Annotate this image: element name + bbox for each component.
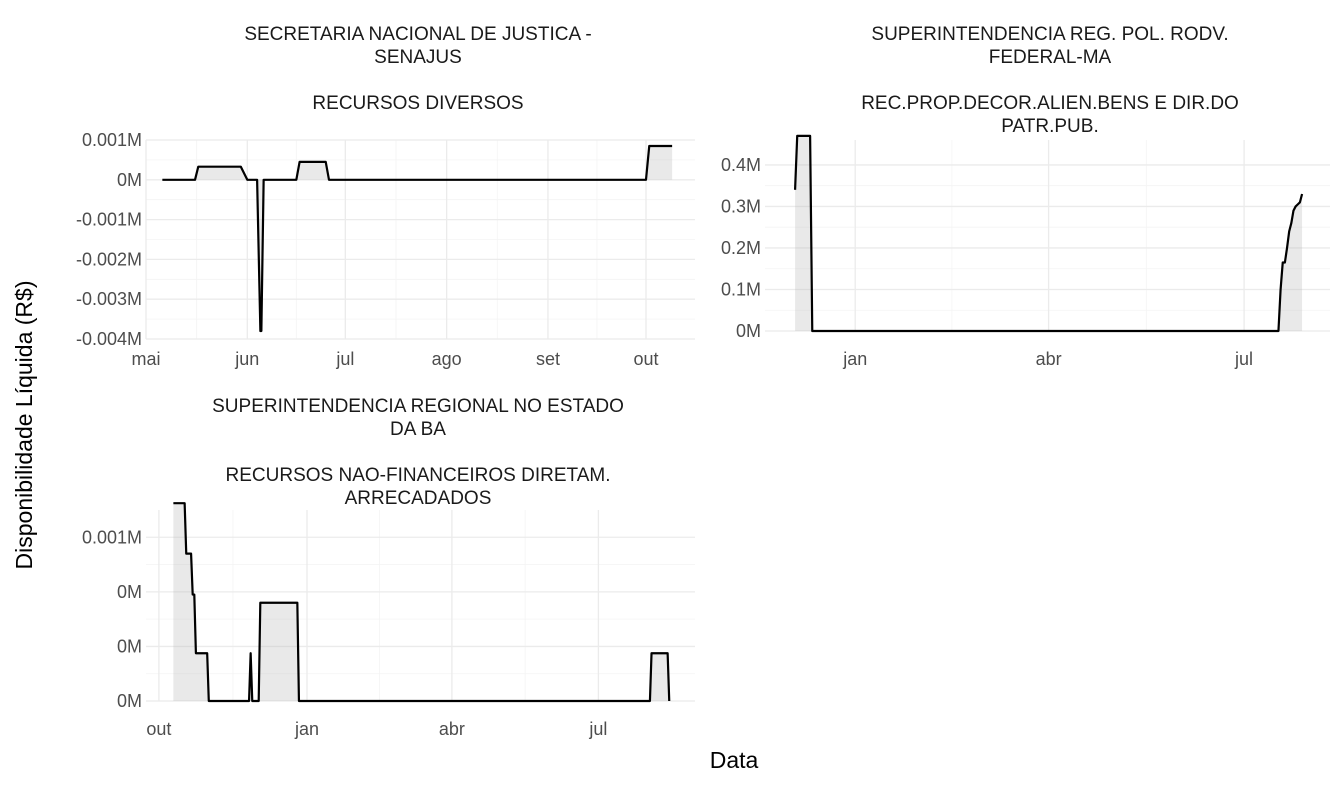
x-tick-label: out bbox=[633, 349, 658, 369]
x-axis-title: Data bbox=[710, 747, 759, 773]
y-tick-label: -0.001M bbox=[76, 210, 142, 230]
y-tick-label: 0M bbox=[117, 636, 142, 656]
x-tick-label: abr bbox=[439, 719, 465, 739]
x-tick-label: abr bbox=[1036, 349, 1062, 369]
y-tick-label: 0M bbox=[117, 691, 142, 711]
series-line bbox=[173, 502, 671, 703]
y-tick-label: 0.001M bbox=[82, 527, 142, 547]
y-tick-label: -0.004M bbox=[76, 329, 142, 349]
x-tick-label: set bbox=[536, 349, 560, 369]
x-tick-label: mai bbox=[131, 349, 160, 369]
y-tick-label: 0M bbox=[117, 170, 142, 190]
x-tick-label: jun bbox=[234, 349, 259, 369]
x-tick-label: jan bbox=[294, 719, 319, 739]
panel-title: SUPERINTENDENCIA REGIONAL NO ESTADO DA BA… bbox=[212, 396, 624, 509]
panel-1: mai jun jul ago set out 0.001M 0M -0.001M -0.002M… bbox=[76, 24, 695, 369]
x-tick-label: jul bbox=[335, 349, 354, 369]
y-tick-label: 0.3M bbox=[721, 196, 761, 216]
series-area bbox=[162, 145, 673, 332]
y-tick-label: -0.003M bbox=[76, 289, 142, 309]
x-tick-label: jul bbox=[588, 719, 607, 739]
panel-title: SECRETARIA NACIONAL DE JUSTICA -SENAJUS … bbox=[244, 24, 591, 114]
y-tick-label: 0M bbox=[117, 582, 142, 602]
panel-3: out jan abr jul 0M 0M 0M 0.001M SUPERINTENDENCIA… bbox=[82, 396, 695, 739]
panel-2: jan abr jul 0M 0.1M 0.2M 0.3M 0.4M SUPERINTENDEN… bbox=[721, 24, 1330, 369]
y-tick-label: 0.2M bbox=[721, 238, 761, 258]
y-axis-title: Disponibilidade Líquida (R$) bbox=[11, 281, 37, 570]
y-tick-label: -0.002M bbox=[76, 249, 142, 269]
y-tick-label: 0.4M bbox=[721, 155, 761, 175]
panel-title: SUPERINTENDENCIA REG. POL. RODV. FEDERAL-… bbox=[861, 24, 1239, 137]
y-tick-label: 0M bbox=[736, 321, 761, 341]
series-line bbox=[793, 134, 1304, 333]
x-tick-label: ago bbox=[432, 349, 462, 369]
series-line bbox=[162, 144, 673, 333]
x-tick-label: jul bbox=[1234, 349, 1253, 369]
x-tick-label: out bbox=[146, 719, 171, 739]
x-tick-label: jan bbox=[842, 349, 867, 369]
series-area bbox=[173, 503, 670, 701]
y-tick-label: 0.1M bbox=[721, 279, 761, 299]
y-tick-label: 0.001M bbox=[82, 130, 142, 150]
